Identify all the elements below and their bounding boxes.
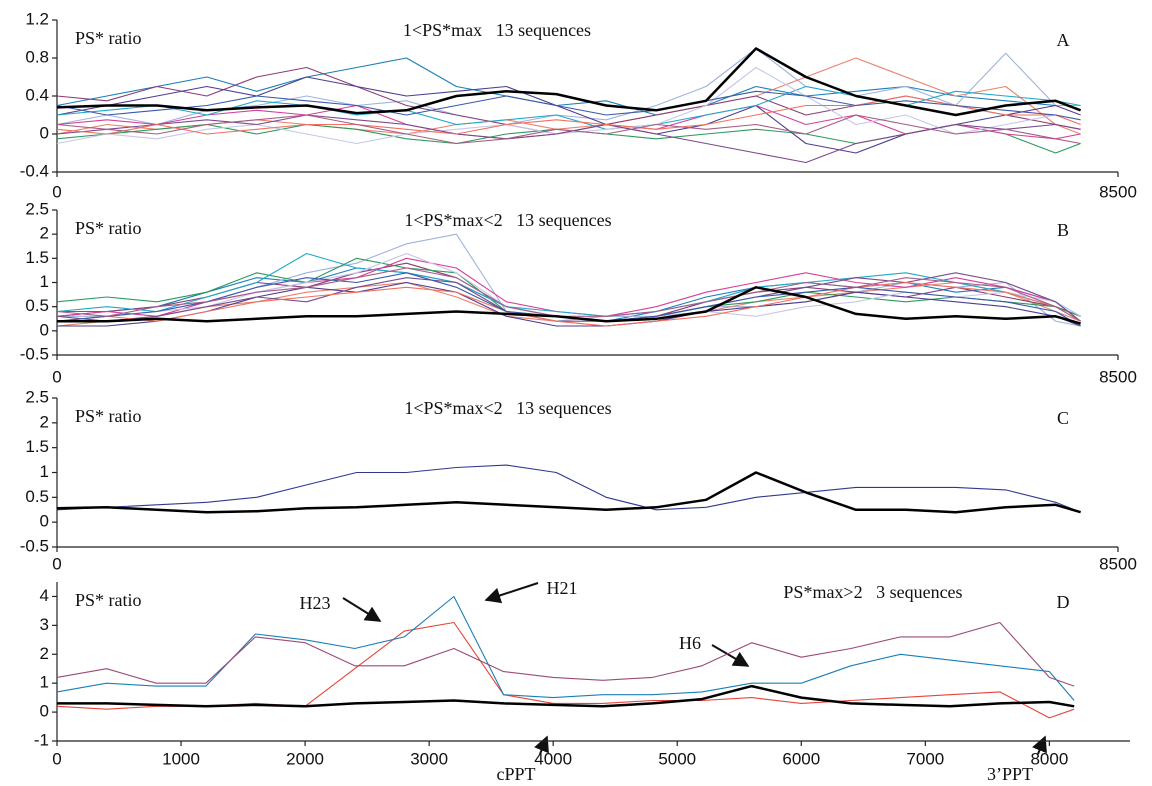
y-tick-label: 0.5 [25,296,49,315]
annotation: 3’PPT [987,764,1033,784]
panel-label: A [1057,30,1070,50]
series-line [56,257,1081,322]
x-tick-label: 8500 [1099,367,1137,386]
series-line [56,272,1081,322]
x-tick-label: 4000 [534,749,572,768]
series-line [56,114,1081,164]
arrow [534,735,549,755]
series-line [56,114,1081,145]
panel-title: 1<PS*max<2 13 sequences [404,398,611,418]
y-axis-label: PS* ratio [75,218,142,238]
series-line [56,57,1081,116]
y-tick-label: 2 [40,412,49,431]
panel-title: 1<PS*max<2 13 sequences [404,210,611,230]
panel: -0.500.511.522.50 8500 [20,199,1137,386]
y-tick-label: 1.5 [25,248,49,267]
y-tick-label: 1.2 [25,9,49,28]
y-tick-label: -0.5 [20,344,49,363]
x-tick-label: 3000 [410,749,448,768]
y-axis-label: PS* ratio [75,590,142,610]
series-line [56,471,1081,514]
x-tick-label: 0 [52,554,61,573]
y-tick-label: -0.5 [20,536,49,555]
series-line [56,281,1081,327]
y-tick-label: 0 [40,123,49,142]
x-tick-label: 1000 [162,749,200,768]
y-tick-label: 2 [40,644,49,663]
x-tick-label: 8500 [1099,554,1137,573]
arrow [484,582,539,604]
annotation: H23 [300,593,331,613]
x-tick-label: 0 [52,182,61,201]
series-line [56,464,1081,513]
annotation: H21 [547,578,578,598]
y-tick-label: 2.5 [25,387,49,406]
series-line [56,47,1081,126]
y-tick-label: 4 [40,586,49,605]
arrows [342,582,1047,755]
x-tick-label: 8000 [1030,749,1068,768]
series-line [57,286,1081,325]
y-tick-label: 0 [40,320,49,339]
annotation: H6 [679,633,701,653]
panel-title: PS*max>2 3 sequences [783,582,962,602]
series-line [56,47,1082,117]
y-tick-label: 3 [40,615,49,634]
arrow [342,597,382,622]
y-tick-label: 2.5 [25,199,49,218]
y-tick-label: 2 [40,224,49,243]
panel-label: C [1057,408,1069,428]
x-tick-label: 5000 [658,749,696,768]
x-tick-label: 2000 [286,749,324,768]
y-axis-label: PS* ratio [75,28,142,48]
series-line [56,621,1075,687]
y-tick-label: 0 [40,512,49,531]
y-tick-label: 1.5 [25,437,49,456]
x-tick-label: 6000 [782,749,820,768]
x-tick-label: 7000 [906,749,944,768]
series-line [56,257,1081,322]
annotation: cPPT [496,764,535,784]
y-axis-label: PS* ratio [75,406,142,426]
y-tick-label: 1 [40,462,49,481]
series-line [56,90,1081,121]
series-line [56,595,1075,701]
arrow [1032,735,1047,755]
y-tick-label: -1 [34,730,49,749]
y-tick-label: 0.5 [25,487,49,506]
series-line [57,684,1075,708]
x-tick-label: 0 [52,749,61,768]
y-tick-label: -0.4 [20,161,49,180]
series-line [56,267,1081,322]
y-tick-label: 0 [40,702,49,721]
panel-label: B [1057,220,1069,240]
arrow [711,644,750,667]
y-tick-label: 1 [40,272,49,291]
series-line [56,95,1081,135]
panel-label: D [1057,592,1070,612]
panel: -0.500.511.522.50 8500 [20,387,1137,573]
panel-title: 1<PS*max 13 sequences [403,20,591,40]
series-line [57,281,1081,327]
panel: -0.400.40.81.20 8500 [20,9,1137,201]
x-tick-label: 8500 [1099,182,1137,201]
y-tick-label: 1 [40,673,49,692]
x-tick-label: 0 [52,367,61,386]
y-tick-label: 0.8 [25,47,49,66]
y-tick-label: 0.4 [25,85,49,104]
